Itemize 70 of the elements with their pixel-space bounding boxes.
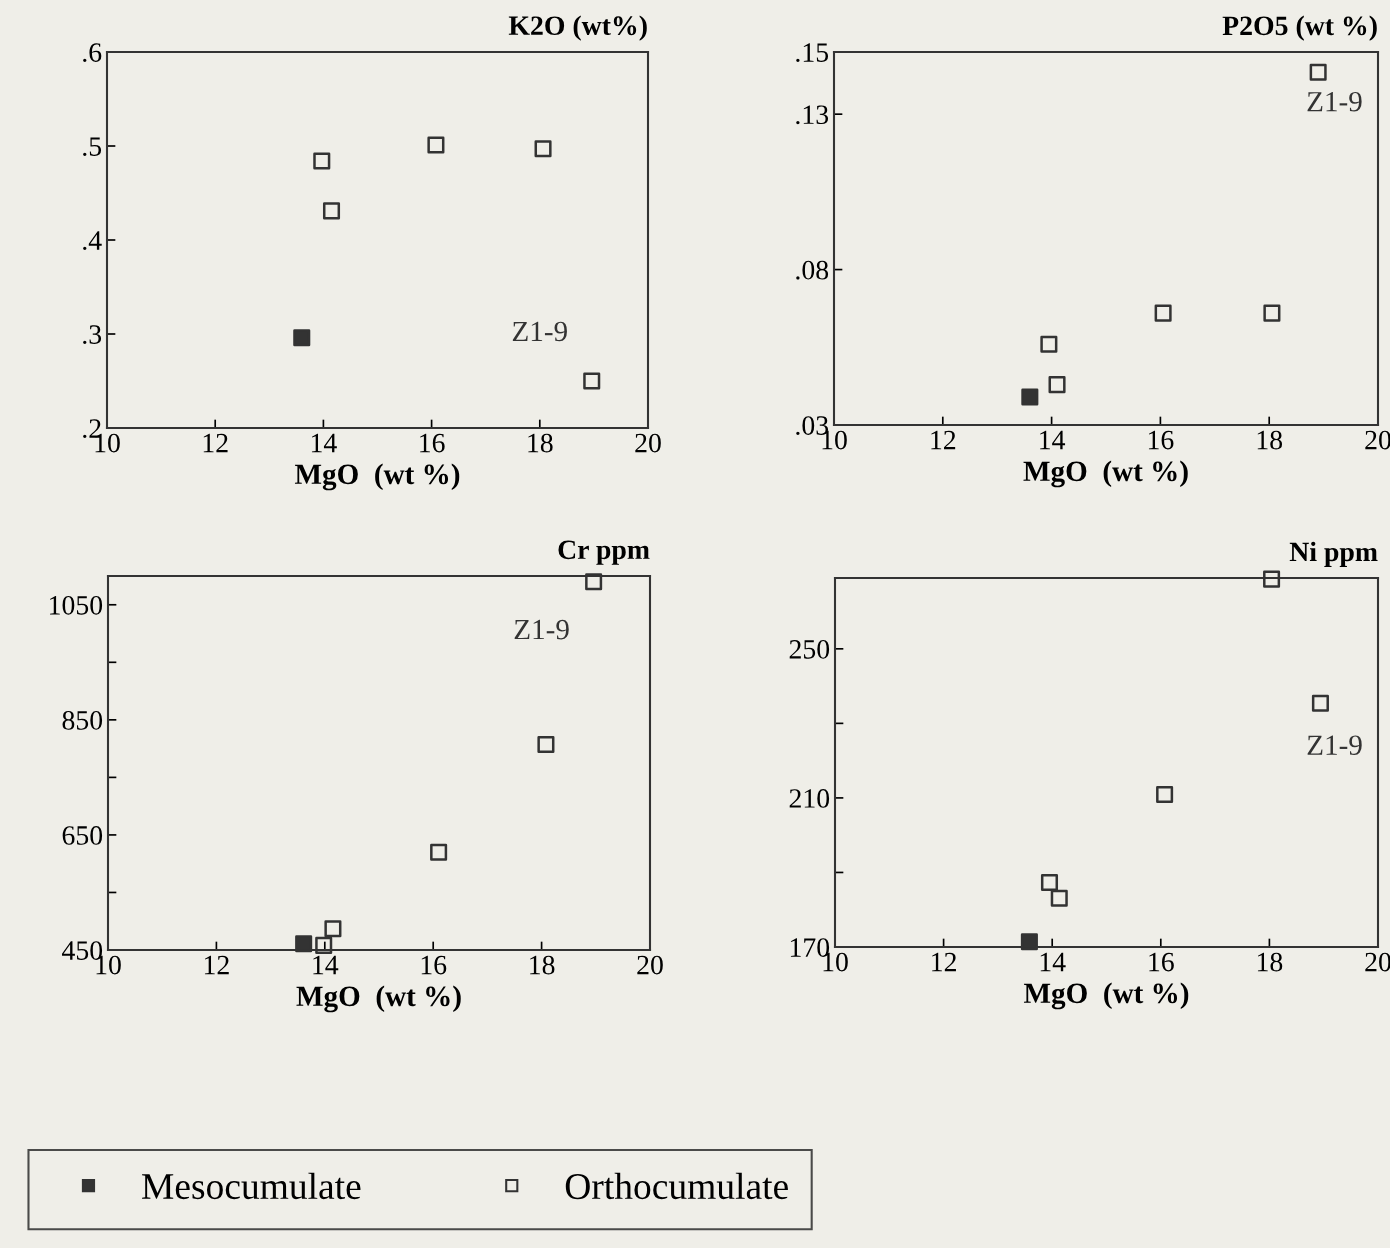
x-tick-label: 18 <box>1257 430 1283 450</box>
point <box>1048 376 1066 394</box>
y-tick-label: 850 <box>62 711 103 730</box>
point <box>1021 388 1039 406</box>
legend-label: Orthocumulate <box>565 1172 788 1200</box>
x-tick-label: 12 <box>203 433 228 453</box>
x-tick-label: 20 <box>637 955 663 975</box>
point <box>534 140 552 158</box>
x-tick-label: 12 <box>931 430 956 450</box>
point <box>1263 304 1281 322</box>
annotation: Z1-9 <box>512 321 567 342</box>
annotation: Z1-9 <box>514 619 569 640</box>
y-tick-label: 210 <box>789 789 830 808</box>
point <box>583 372 601 390</box>
x-tick-label: 16 <box>421 955 447 975</box>
y-tick-label: 650 <box>62 826 103 845</box>
y-axis-title: Cr ppm <box>558 540 650 565</box>
x-tick-label: 18 <box>1257 952 1283 972</box>
y-tick-label: 1050 <box>50 595 103 615</box>
x-axis-title: MgO (wt %) <box>294 463 460 491</box>
x-axis-title: MgO (wt %) <box>296 985 461 1013</box>
x-tick-label: 16 <box>420 433 445 453</box>
y-tick-label: .4 <box>83 231 102 251</box>
point <box>1040 335 1058 353</box>
point <box>295 935 313 953</box>
x-tick-label: 20 <box>1365 430 1390 450</box>
x-tick-label: 20 <box>1365 952 1390 972</box>
y-axis-title: Ni ppm <box>1289 541 1378 567</box>
point <box>1311 694 1329 712</box>
y-axis-title: P2O5 (wt %) <box>1222 15 1377 41</box>
point <box>313 152 331 170</box>
point <box>1020 933 1038 951</box>
point <box>1050 889 1068 907</box>
point <box>315 936 333 954</box>
point <box>430 843 448 861</box>
point <box>585 573 603 591</box>
x-tick-label: 14 <box>1040 430 1066 450</box>
point <box>1156 786 1174 804</box>
point <box>1040 873 1059 892</box>
x-axis-title: MgO (wt %) <box>1023 460 1188 488</box>
legend-label: Mesocumulate <box>142 1172 361 1200</box>
y-tick-label: .5 <box>83 137 102 157</box>
y-tick-label: .6 <box>83 43 102 63</box>
y-tick-label: .08 <box>796 260 829 280</box>
x-tick-label: 14 <box>311 433 337 453</box>
point <box>1263 570 1281 588</box>
x-tick-label: 14 <box>313 955 339 975</box>
point <box>537 736 555 754</box>
annotation: Z1-9 <box>1307 735 1362 756</box>
x-axis-title: MgO (wt %) <box>1023 982 1189 1010</box>
y-tick-label: .13 <box>796 105 829 125</box>
x-tick-label: 16 <box>1148 430 1174 450</box>
y-tick-label: .3 <box>83 325 102 345</box>
x-tick-label: 18 <box>528 433 553 453</box>
x-tick-label: 20 <box>635 433 661 453</box>
annotation: Z1-9 <box>1307 91 1362 112</box>
x-tick-label: 16 <box>1149 952 1174 972</box>
point <box>324 920 342 938</box>
point <box>427 136 445 154</box>
point <box>293 329 311 347</box>
x-tick-label: 14 <box>1040 952 1066 972</box>
point <box>1154 304 1172 322</box>
x-tick-label: 18 <box>530 955 555 975</box>
x-tick-label: 12 <box>932 952 956 972</box>
x-tick-label: 12 <box>204 955 229 975</box>
point <box>1309 63 1327 81</box>
y-tick-label: .15 <box>796 43 829 63</box>
point <box>322 202 341 220</box>
y-tick-label: 250 <box>789 639 830 659</box>
y-axis-title: K2O (wt%) <box>508 15 647 41</box>
